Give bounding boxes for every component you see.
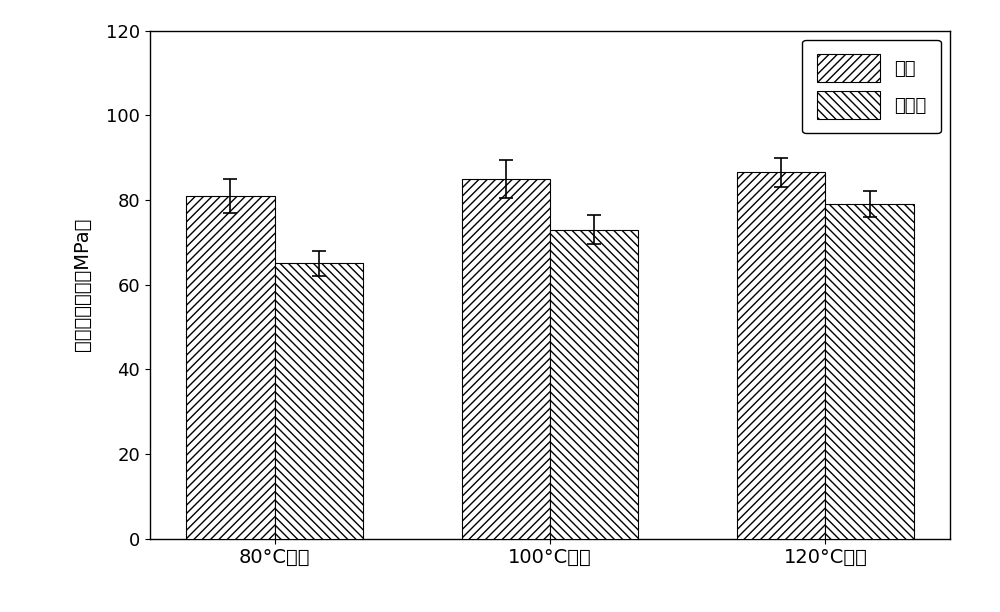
Bar [550, 230, 638, 539]
Y-axis label: 层间剪切强度（MPa）: 层间剪切强度（MPa） [73, 218, 92, 351]
Bar [275, 263, 363, 539]
Bar [825, 204, 914, 539]
Bar [737, 173, 825, 539]
Legend: 改性, 未改性: 改性, 未改性 [802, 40, 941, 133]
Bar [186, 196, 275, 539]
Bar [462, 179, 550, 539]
